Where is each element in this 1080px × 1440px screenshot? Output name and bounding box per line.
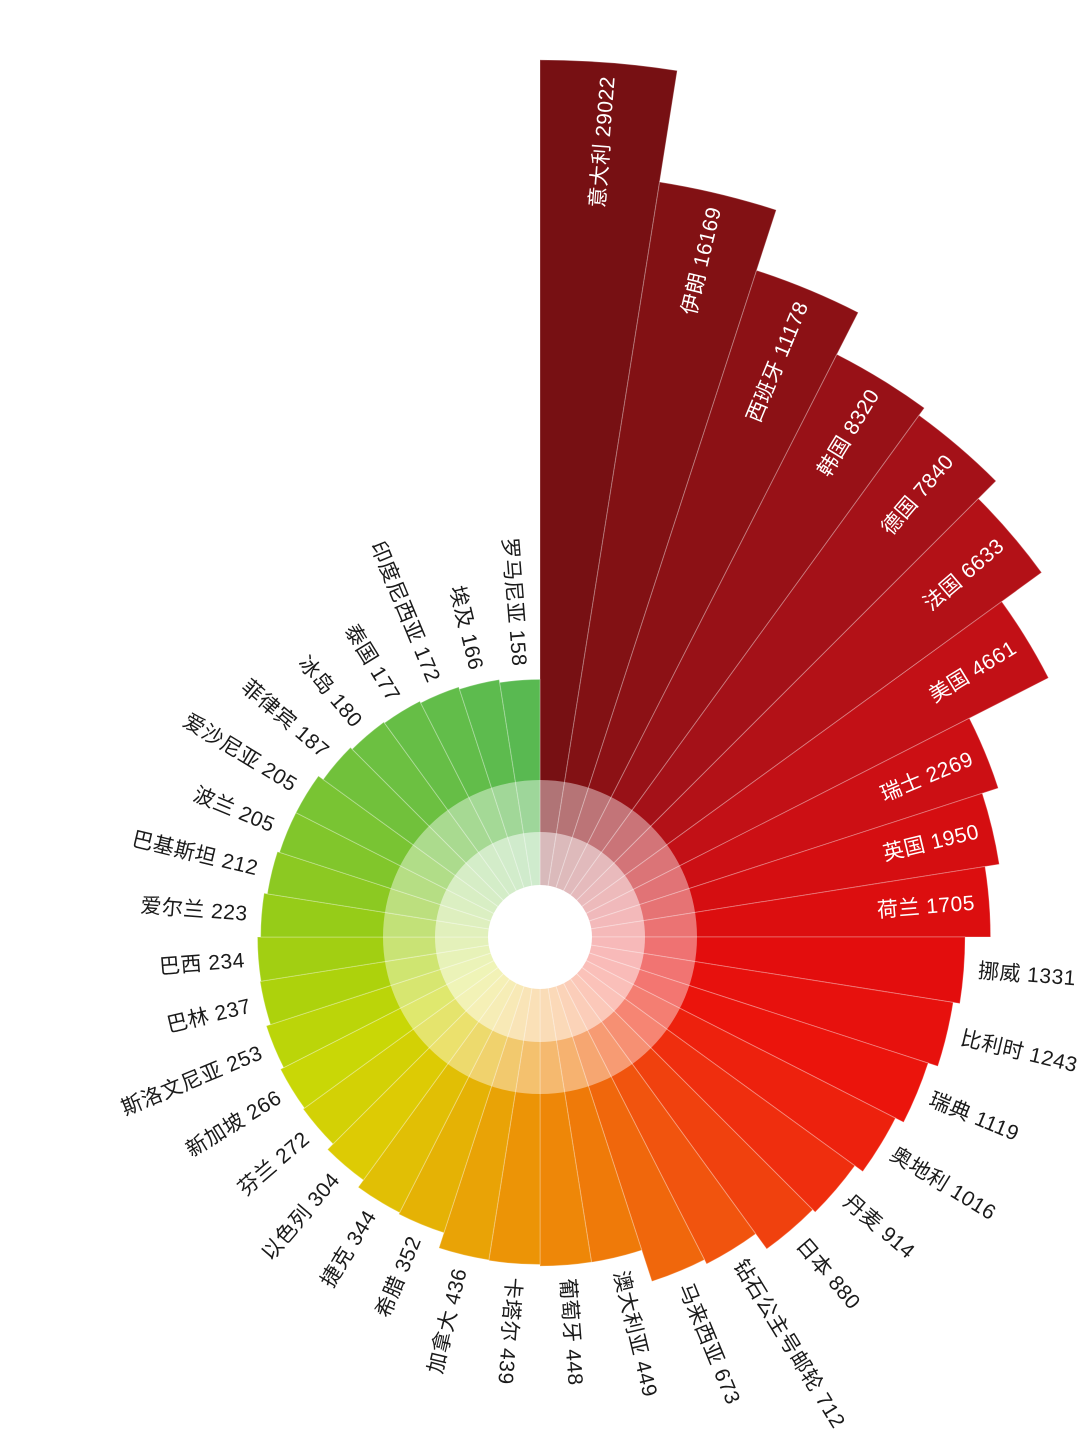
sector-比利时[interactable] xyxy=(539,936,954,1067)
sector-韩国[interactable] xyxy=(539,353,926,938)
sector-奥地利[interactable] xyxy=(539,936,897,1173)
sector-德国[interactable] xyxy=(539,414,997,938)
sector-美国[interactable] xyxy=(539,600,1050,938)
sector-法国[interactable] xyxy=(539,497,1043,938)
sector-意大利[interactable] xyxy=(539,59,678,938)
sector-荷兰[interactable] xyxy=(539,865,992,938)
sector-瑞士[interactable] xyxy=(539,717,999,938)
sector-西班牙[interactable] xyxy=(539,269,859,938)
sector-挪威[interactable] xyxy=(539,936,966,1005)
sector-伊朗[interactable] xyxy=(539,181,777,938)
sector-英国[interactable] xyxy=(539,792,1000,938)
sector-瑞典[interactable] xyxy=(539,936,929,1123)
center-hole xyxy=(488,885,592,989)
